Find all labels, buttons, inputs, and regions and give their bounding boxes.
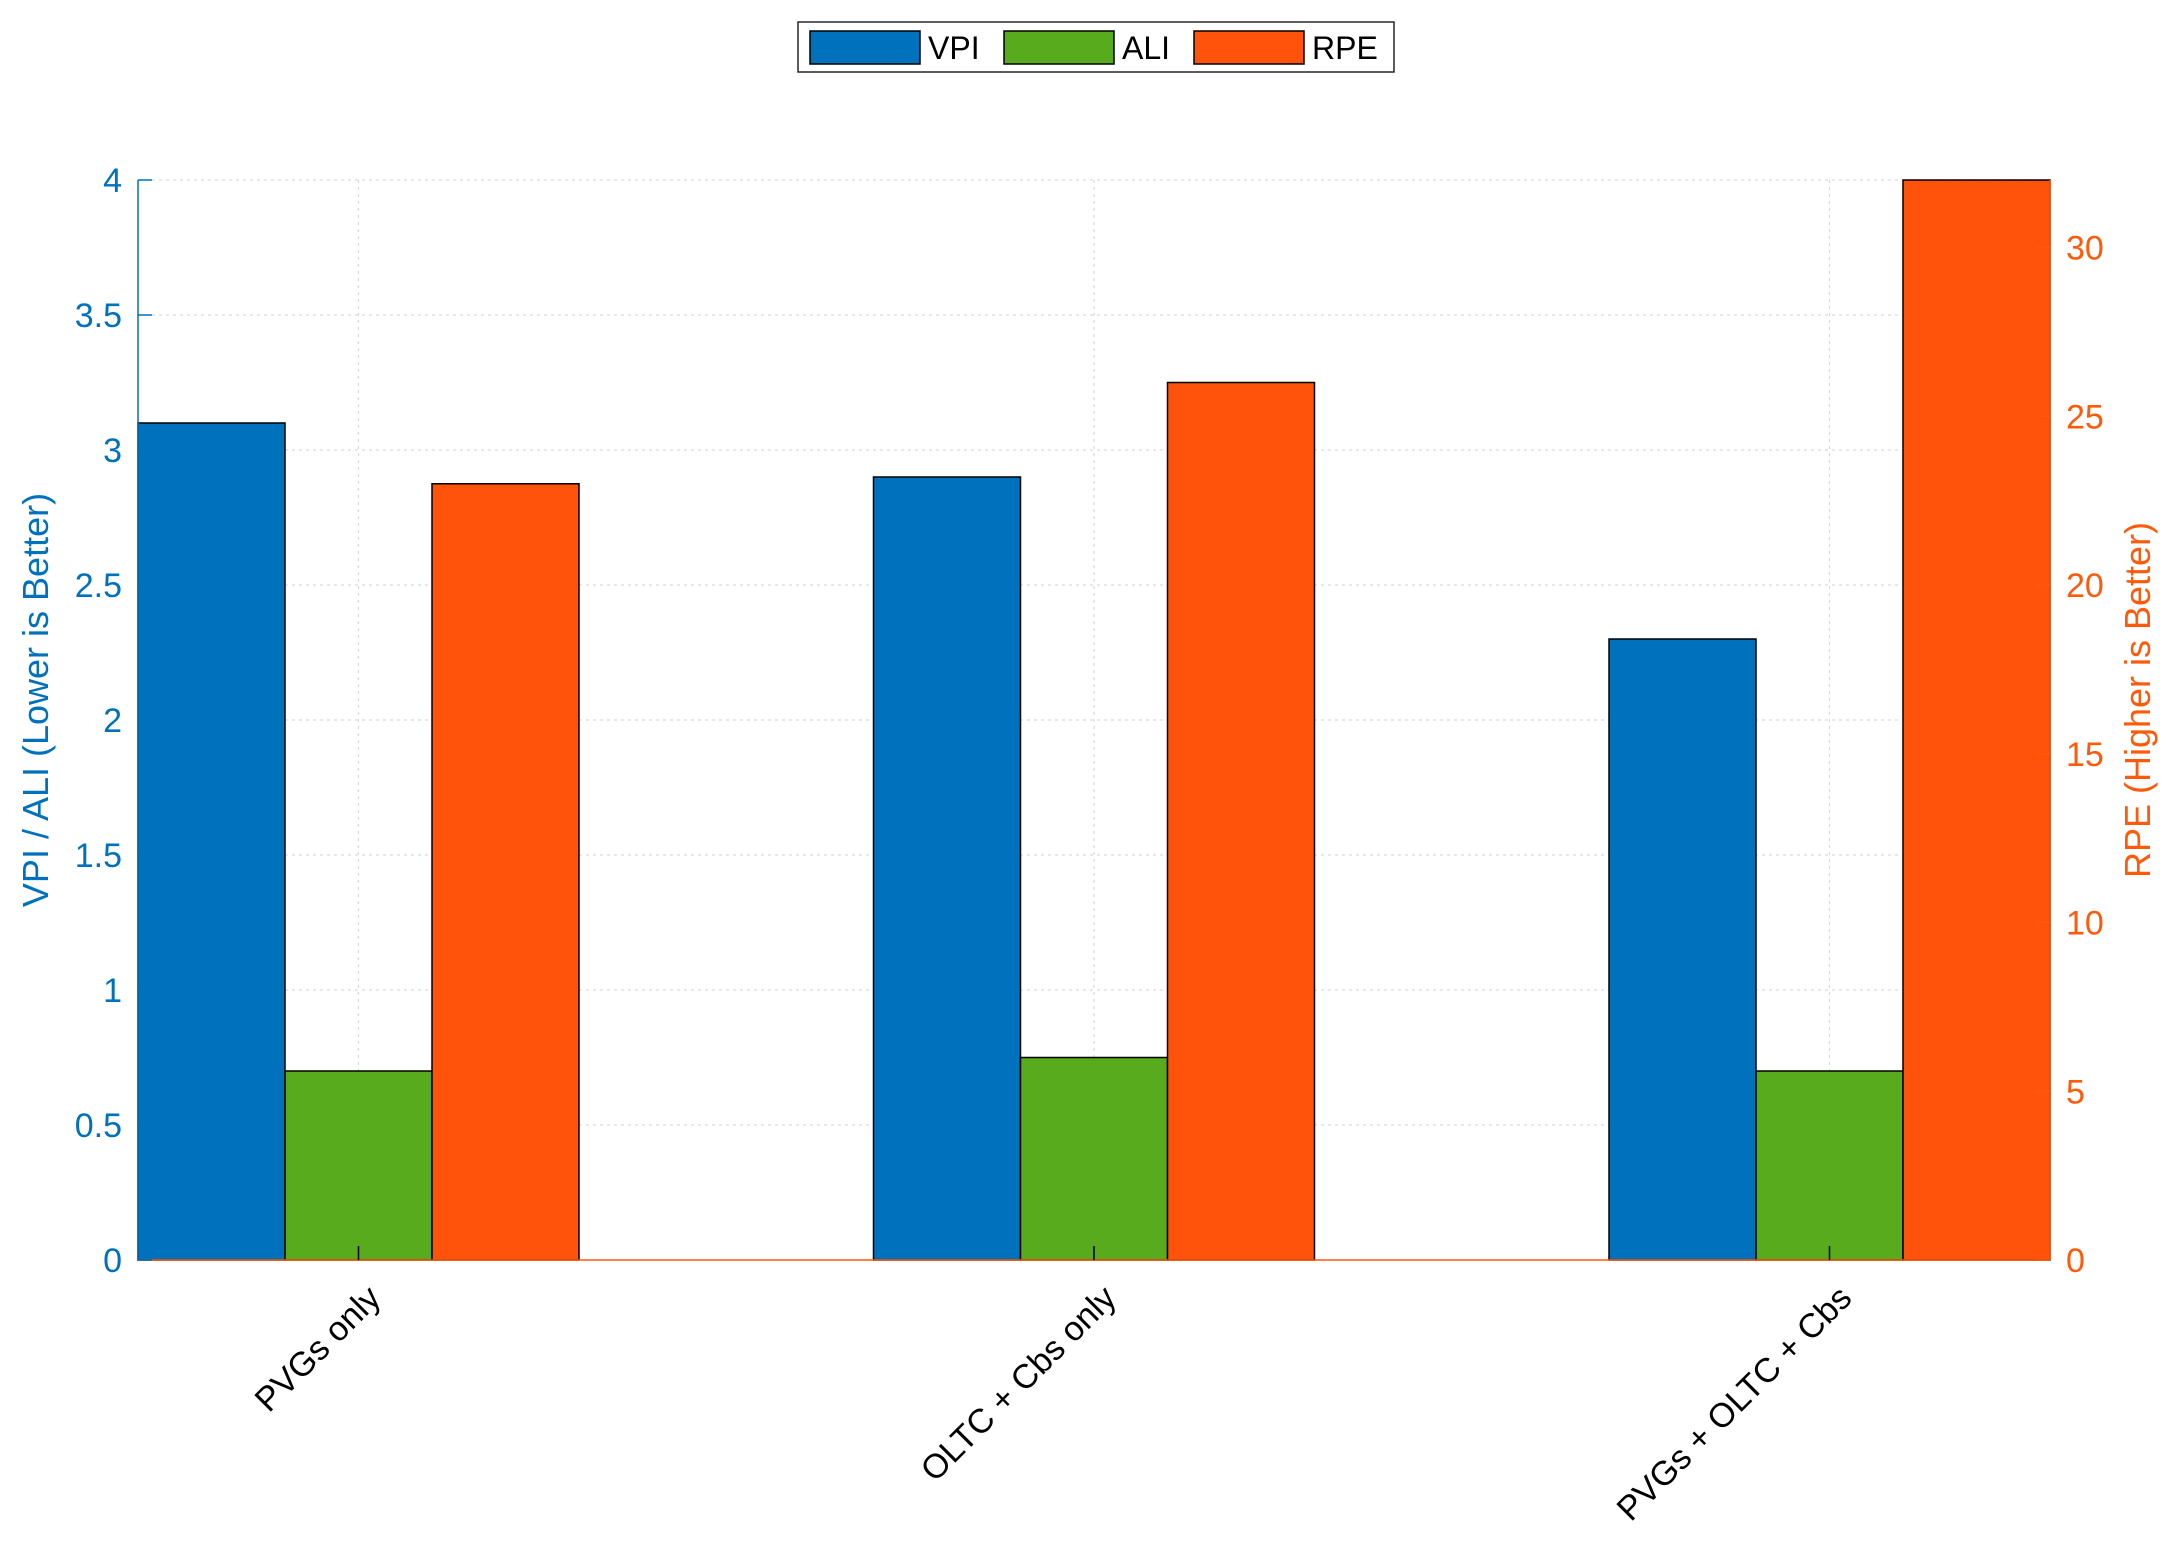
bar-ali-0 [284,1070,433,1261]
bar-vpi-2 [1608,638,1757,1261]
y-tick-label-right: 25 [2066,398,2104,436]
x-tick-label: OLTC + Cbs only [914,1279,1124,1489]
legend-label-ali: ALI [1122,30,1170,66]
y-tick-label-left: 3.5 [75,297,122,335]
x-tick-label: PVGs + OLTC + Cbs [1610,1279,1860,1529]
grid-lines [138,179,2050,1261]
y-tick-label-left: 2.5 [75,567,122,605]
y-tick-label-left: 0.5 [75,1107,122,1145]
bar-vpi-0 [137,422,286,1261]
legend-label-vpi: VPI [928,30,980,66]
legend-swatch-ali [1003,30,1115,65]
y-tick-label-right: 20 [2066,567,2104,605]
bar-ali-1 [1019,1056,1169,1261]
tick-labels-group: 0 0.5 1 1.5 2 2.5 3 3.5 4 0 5 10 15 20 25 30 PVGs only OL… [75,162,2104,1528]
bars-group [137,179,2051,1261]
legend-swatch-vpi [809,30,921,65]
y-tick-label-left: 3 [103,432,122,470]
y-tick-label-left: 1 [103,972,122,1010]
y-tick-label-right: 15 [2066,736,2104,774]
legend: VPI ALI RPE [797,21,1395,73]
y-tick-label-right: 5 [2066,1073,2085,1111]
y-tick-label-left: 0 [103,1242,122,1280]
bar-rpe-0 [431,483,580,1261]
y-tick-label-left: 2 [103,702,122,740]
bar-ali-2 [1755,1070,1904,1261]
bar-vpi-1 [872,476,1022,1261]
y-tick-label-left: 4 [103,162,122,200]
y-axis-label-right: RPE (Higher is Better) [2117,522,2158,878]
bar-rpe-2 [1902,179,2051,1261]
y-tick-label-right: 10 [2066,905,2104,943]
legend-swatch-rpe [1193,30,1305,65]
x-tick-label: PVGs only [248,1279,388,1419]
legend-label-rpe: RPE [1312,30,1378,66]
y-tick-label-left: 1.5 [75,837,122,875]
y-tick-label-right: 30 [2066,230,2104,268]
y-tick-label-right: 0 [2066,1242,2085,1280]
y-axis-label-left: VPI / ALI (Lower is Better) [15,493,56,907]
bar-rpe-1 [1166,381,1316,1261]
axes-group [137,179,2051,1261]
